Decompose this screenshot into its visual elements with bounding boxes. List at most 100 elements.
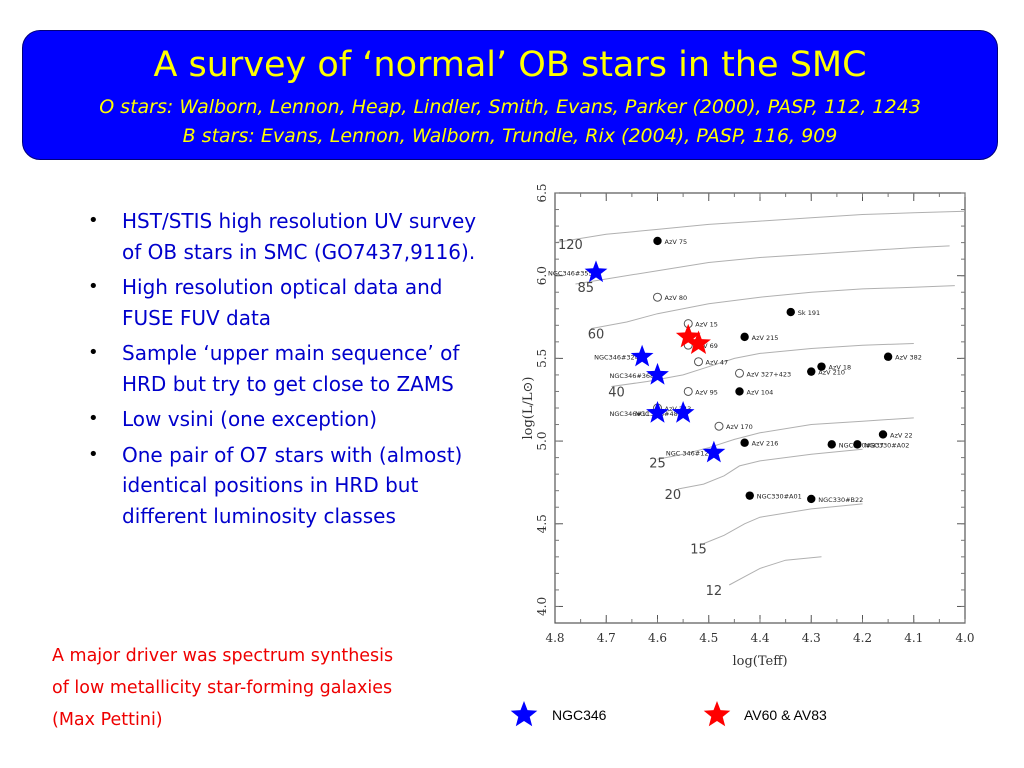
bullet-item: • Sample ‘upper main sequence’ of HRD but… — [82, 338, 482, 399]
filled-star-marker — [853, 440, 862, 449]
star-label: AzV 327+423 — [747, 370, 792, 378]
filled-star-marker — [807, 494, 816, 504]
bullet-item: • HST/STIS high resolution UV survey of O… — [82, 206, 482, 267]
av-star-marker — [686, 330, 711, 354]
ngc346-star-marker — [584, 260, 608, 283]
bullet-text: Sample ‘upper main sequence’ of HRD but … — [122, 341, 460, 396]
track-mass-label: 85 — [577, 281, 594, 296]
ngc346-star-marker — [646, 362, 669, 385]
page-title: A survey of ‘normal’ OB stars in the SMC — [153, 45, 867, 85]
star-label: NGC346#368 — [610, 372, 655, 380]
x-tick-label: 4.5 — [699, 631, 718, 645]
x-tick-label: 4.2 — [853, 631, 872, 645]
star-label: AzV 216 — [752, 440, 779, 448]
y-tick-label: 6.0 — [535, 266, 549, 285]
star-label: AzV 22 — [890, 431, 913, 439]
bullet-item: • High resolution optical data and FUSE F… — [82, 272, 482, 333]
filled-star-marker — [786, 307, 795, 317]
evolutionary-tracks: 120 85 60 40 25 20 15 12 — [554, 210, 966, 599]
star-label: AzV 382 — [895, 354, 922, 362]
track-mass-label: 20 — [665, 488, 682, 503]
bullet-dot: • — [88, 443, 99, 465]
bullet-dot: • — [88, 342, 99, 363]
track-20 — [677, 448, 863, 490]
star-label: NGC330#B22 — [818, 496, 863, 504]
bullet-dot: • — [88, 276, 99, 297]
filled-star-marker — [878, 430, 888, 439]
star-label: AzV 75 — [665, 238, 688, 246]
star-label: AzV 15 — [695, 321, 718, 329]
track-120 — [554, 210, 966, 244]
open-star-marker — [683, 386, 693, 396]
legend-label-ngc346: NGC346 — [552, 707, 607, 723]
y-tick-label: 5.5 — [535, 349, 549, 368]
bullet-dot: • — [88, 408, 99, 429]
track-85 — [575, 245, 950, 285]
star-label: AzV 69 — [695, 342, 718, 350]
filled-star-marker — [807, 367, 816, 376]
star-label: AzV 170 — [726, 423, 753, 431]
track-25 — [657, 417, 914, 460]
open-star-marker — [735, 368, 744, 378]
star-label: NGC330#A01 — [757, 493, 802, 501]
x-axis-label: log(Teff) — [732, 654, 787, 669]
title-banner: A survey of ‘normal’ OB stars in the SMC… — [22, 30, 998, 160]
b-stars-reference: B stars: Evans, Lennon, Walborn, Trundle… — [182, 125, 838, 147]
bullet-text: HST/STIS high resolution UV survey of OB… — [122, 209, 477, 264]
legend: NGC346 AV60 & AV83 — [510, 701, 827, 727]
star-label: NGC346#355 — [548, 269, 593, 277]
star-label: AzV 95 — [695, 388, 718, 396]
note-text: A major driver was spectrum synthesis of… — [52, 640, 482, 736]
star-label: NGC346#113 — [610, 410, 655, 418]
track-60 — [590, 285, 955, 330]
bullet-text: High resolution optical data and FUSE FU… — [122, 275, 443, 330]
star-label: AzV 104 — [747, 388, 774, 396]
x-tick-label: 4.1 — [904, 631, 923, 645]
track-mass-label: 40 — [608, 385, 625, 400]
star-label: AzV 215 — [752, 334, 779, 342]
track-mass-label: 120 — [558, 238, 583, 253]
bullet-item: • One pair of O7 stars with (almost) iden… — [82, 440, 482, 532]
track-mass-label: 60 — [588, 328, 605, 343]
axis-ticks: 4.8 4.7 4.6 4.5 4.4 4.3 4.2 4.1 4.0 4.0 4.5 5.0 5.5 6… — [535, 183, 975, 645]
ngc346-star-marker — [646, 401, 669, 423]
legend-label-av: AV60 & AV83 — [744, 707, 827, 723]
x-tick-label: 4.8 — [545, 631, 564, 645]
note-line: (Max Pettini) — [52, 710, 163, 730]
ngc346-star-icon — [510, 701, 538, 727]
star-label: AzV 18 — [829, 364, 852, 372]
bullet-text: Low vsini (one exception) — [122, 407, 378, 431]
ngc346-star-marker — [702, 440, 726, 463]
ngc346-star-marker — [671, 401, 695, 423]
star-label: AzV 210 — [818, 369, 845, 377]
filled-star-marker — [740, 438, 749, 447]
y-tick-label: 4.0 — [535, 597, 549, 616]
star-label: NGC346#324 — [594, 354, 639, 362]
track-12 — [728, 556, 822, 586]
y-axis-label: log(L/L⊙) — [521, 377, 536, 440]
open-star-marker — [714, 421, 724, 431]
bullet-text: One pair of O7 stars with (almost) ident… — [122, 442, 463, 528]
av-star-marker — [675, 323, 701, 348]
open-star-marker — [694, 357, 703, 367]
filled-star-marker — [827, 440, 836, 449]
x-tick-label: 4.3 — [802, 631, 821, 645]
ngc346-star-marker — [630, 344, 654, 367]
star-label: NGC330#A02 — [864, 441, 909, 449]
star-label: NGC 346#12 — [666, 450, 709, 458]
track-mass-label: 15 — [690, 543, 707, 558]
filled-star-marker — [735, 387, 744, 396]
track-15 — [703, 503, 863, 545]
av-star-icon — [703, 701, 731, 727]
open-star-marker — [653, 292, 662, 302]
star-label: Sk 191 — [798, 309, 820, 317]
y-tick-label: 6.5 — [535, 183, 549, 202]
filled-star-marker — [883, 352, 893, 361]
x-tick-label: 4.4 — [750, 631, 769, 645]
filled-star-marker — [745, 491, 754, 500]
bullet-dot: • — [88, 210, 99, 231]
star-label: AzV 80 — [665, 294, 688, 302]
star-label: AzV 47 — [706, 359, 729, 367]
x-tick-label: 4.0 — [955, 631, 974, 645]
